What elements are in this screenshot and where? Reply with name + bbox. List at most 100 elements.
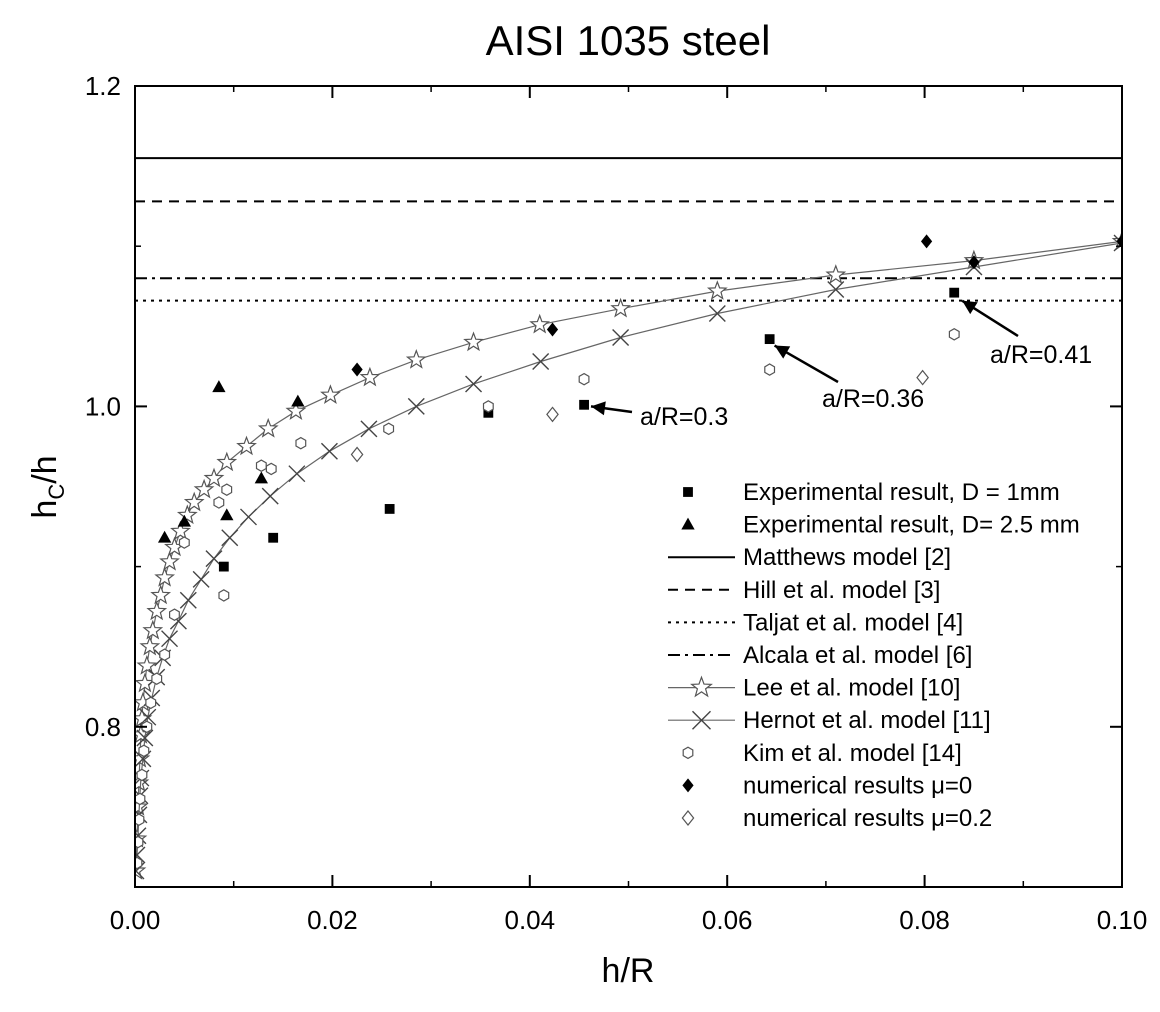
legend-label-alcala: Alcala et al. model [6] <box>743 642 972 669</box>
legend-marker-mu02 <box>681 810 695 826</box>
legend-label-mu0: numerical results μ=0 <box>743 772 972 799</box>
point-lee-15 <box>159 550 180 571</box>
y-axis-label-main: h <box>26 500 64 519</box>
point-kim-4 <box>136 768 148 782</box>
point-hernot-24 <box>465 375 483 393</box>
annotation-label-0: a/R=0.3 <box>640 403 728 431</box>
point-hernot-12 <box>161 630 179 648</box>
point-kim-12 <box>218 589 230 602</box>
point-exp1-3 <box>483 407 494 418</box>
point-lee-28 <box>405 348 427 369</box>
point-mu0-0 <box>351 362 363 377</box>
point-exp1-1 <box>268 532 279 543</box>
legend-marker-hernot <box>692 710 711 730</box>
point-hernot-19 <box>261 487 279 505</box>
point-mu0-3 <box>968 255 980 270</box>
point-lee-10 <box>139 635 161 656</box>
x-tick-label-0: 0.00 <box>110 905 161 935</box>
point-kim-17 <box>295 436 307 450</box>
point-lee-13 <box>150 584 172 605</box>
x-tick-label-5: 0.10 <box>1097 905 1148 935</box>
point-kim-11 <box>178 536 190 549</box>
point-mu0-1 <box>546 322 559 337</box>
point-hernot-28 <box>827 280 845 298</box>
x-tick-label-4: 0.08 <box>899 905 950 935</box>
point-lee-23 <box>236 435 257 456</box>
point-lee-27 <box>359 366 381 387</box>
point-lee-29 <box>463 331 484 352</box>
point-hernot-27 <box>708 304 726 322</box>
x-axis-label: h/R <box>602 952 655 990</box>
legend-marker-exp1 <box>683 487 693 497</box>
point-kim-7 <box>145 696 157 710</box>
point-hernot-23 <box>407 397 425 415</box>
point-kim-1 <box>135 835 144 849</box>
y-axis-label: hC/h <box>26 455 69 518</box>
point-mu02-0 <box>350 446 364 463</box>
annotation-label-2: a/R=0.41 <box>990 341 1092 369</box>
legend-label-taljat: Taljat et al. model [4] <box>743 609 963 636</box>
annotation-arrowhead-1 <box>774 345 791 359</box>
point-kim-10 <box>169 608 180 621</box>
legend-label-lee: Lee et al. model [10] <box>743 675 960 702</box>
legend-label-mu02: numerical results μ=0.2 <box>743 805 992 832</box>
point-lee-11 <box>142 619 164 640</box>
y-tick-label-1: 1.0 <box>85 391 121 421</box>
point-hernot-14 <box>179 591 197 609</box>
y-tick-label-2: 1.2 <box>85 71 121 101</box>
annotation-arrowhead-0 <box>590 401 606 416</box>
plot-area <box>135 157 1122 880</box>
point-lee-14 <box>154 566 176 587</box>
point-lee-19 <box>183 491 205 512</box>
point-lee-32 <box>706 280 728 300</box>
point-hernot-25 <box>532 353 550 371</box>
point-exp25-5 <box>291 394 305 407</box>
point-kim-8 <box>151 672 163 685</box>
point-kim-21 <box>764 363 776 376</box>
point-hernot-21 <box>320 442 338 460</box>
point-exp25-2 <box>212 380 226 393</box>
point-hernot-7 <box>136 729 154 747</box>
axis-ticks: 0.00 0.02 0.04 0.06 0.08 0.10 0.8 1.0 1.2 <box>85 71 1147 935</box>
point-lee-21 <box>203 467 225 488</box>
point-mu0-2 <box>920 234 933 249</box>
point-lee-9 <box>136 654 158 675</box>
point-kim-20 <box>578 372 590 386</box>
legend: Experimental result, D = 1mm Experimental… <box>668 479 1080 832</box>
point-hernot-22 <box>360 420 378 438</box>
point-lee-30 <box>529 313 551 334</box>
point-kim-18 <box>383 422 395 436</box>
series-line-hernot <box>135 242 1122 872</box>
point-exp1-4 <box>579 399 589 410</box>
x-tick-label-3: 0.06 <box>702 905 753 935</box>
point-mu02-1 <box>546 406 559 423</box>
legend-marker-mu0 <box>682 778 694 793</box>
point-hernot-26 <box>612 329 630 347</box>
annotation-arrowhead-2 <box>962 300 978 315</box>
legend-label-kim: Kim et al. model [14] <box>743 740 962 767</box>
point-lee-33 <box>825 264 847 284</box>
legend-label-exp1: Experimental result, D = 1mm <box>743 479 1060 506</box>
point-hernot-20 <box>288 465 306 483</box>
point-hernot-17 <box>221 529 239 547</box>
annotation-label-1: a/R=0.36 <box>822 385 924 413</box>
point-mu02-2 <box>916 369 929 386</box>
point-hernot-30 <box>1113 234 1122 252</box>
legend-label-hill: Hill et al. model [3] <box>743 577 940 604</box>
point-kim-13 <box>213 496 225 509</box>
point-exp1-5 <box>764 334 775 345</box>
point-lee-24 <box>257 417 279 438</box>
point-lee-22 <box>216 451 238 472</box>
point-lee-31 <box>610 297 632 318</box>
point-exp1-6 <box>949 287 960 298</box>
point-exp1-2 <box>384 504 395 514</box>
point-exp1-0 <box>218 561 229 572</box>
point-lee-26 <box>320 384 341 405</box>
x-tick-label-1: 0.02 <box>307 905 358 935</box>
y-axis-label-sub: C <box>44 484 69 500</box>
point-lee-12 <box>146 600 168 621</box>
legend-marker-lee <box>690 675 713 698</box>
legend-label-exp25: Experimental result, D= 2.5 mm <box>743 512 1080 539</box>
point-kim-14 <box>221 483 233 496</box>
point-kim-16 <box>265 462 277 476</box>
